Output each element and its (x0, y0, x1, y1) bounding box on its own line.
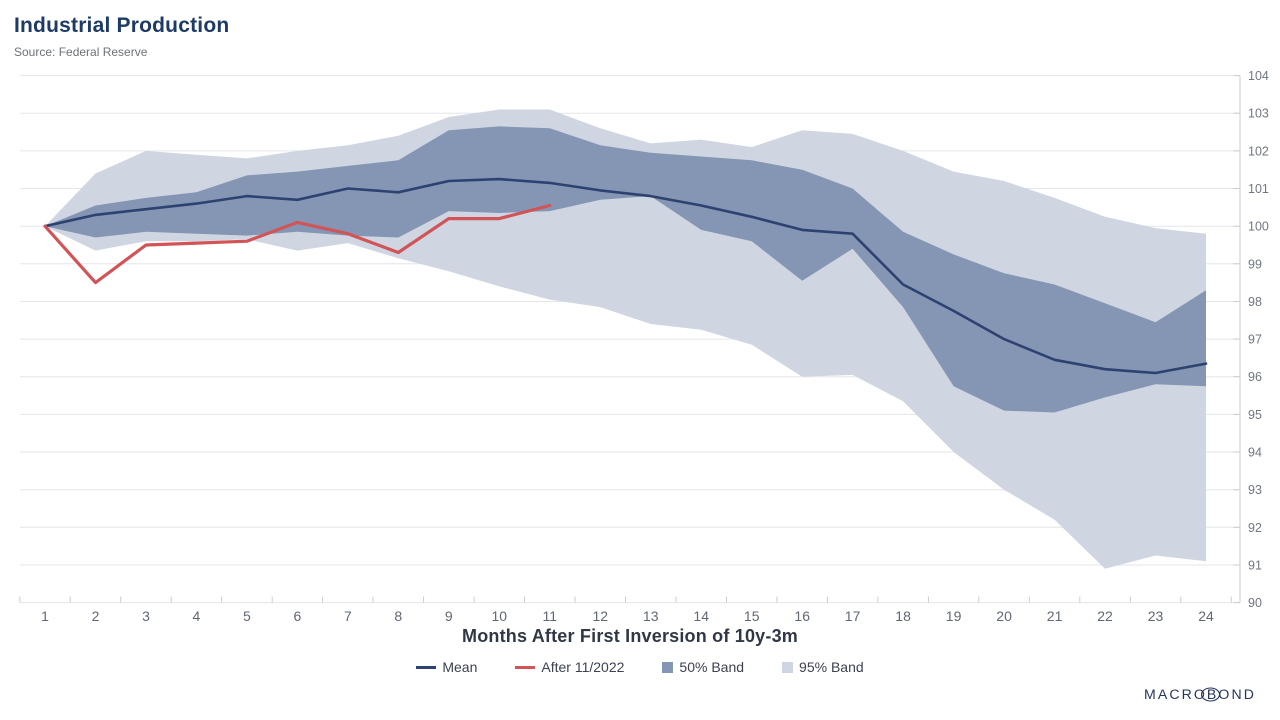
y-axis-tick-label: 99 (1248, 257, 1262, 271)
macrobond-logo: MACROBOND (1144, 687, 1256, 702)
x-axis-tick-label: 23 (1148, 608, 1164, 624)
y-axis-tick-label: 97 (1248, 333, 1262, 347)
x-axis-tick-label: 6 (294, 608, 302, 624)
legend-label: Mean (442, 659, 478, 675)
source-label: Source: Federal Reserve (14, 45, 148, 59)
x-axis-tick-label: 10 (492, 608, 508, 624)
legend-label: After 11/2022 (541, 659, 625, 675)
legend-label: 50% Band (679, 659, 745, 675)
legend-item-after-11-2022: After 11/2022 (515, 659, 624, 675)
y-axis-tick-label: 94 (1248, 446, 1262, 460)
x-axis-tick-label: 12 (593, 608, 609, 624)
x-axis-tick-label: 20 (996, 608, 1012, 624)
x-axis-tick-label: 11 (543, 608, 558, 624)
x-axis-tick-label: 1 (41, 608, 49, 624)
x-axis-tick-label: 13 (643, 608, 659, 624)
legend-item-50-band: 50% Band (662, 659, 744, 675)
legend-item-95-band: 95% Band (782, 659, 864, 675)
x-axis-tick-label: 14 (693, 608, 709, 624)
legend-swatch-icon (515, 665, 536, 669)
x-axis-tick-label: 22 (1097, 608, 1113, 624)
series-band-50-band (45, 126, 1206, 413)
x-axis-tick-label: 4 (193, 608, 201, 624)
x-axis-tick-label: 8 (394, 608, 402, 624)
y-axis-tick-label: 103 (1248, 107, 1269, 121)
x-axis-tick-label: 17 (845, 608, 861, 624)
legend-swatch-icon (416, 665, 437, 669)
x-axis-tick-label: 19 (946, 608, 962, 624)
y-axis-tick-label: 98 (1248, 295, 1262, 309)
x-axis-tick-label: 16 (794, 608, 810, 624)
legend-swatch-icon (782, 661, 794, 673)
x-axis-tick-label: 7 (344, 608, 352, 624)
x-axis-tick-label: 21 (1047, 608, 1063, 624)
y-axis-tick-label: 91 (1248, 559, 1262, 573)
y-axis-tick-label: 100 (1248, 220, 1269, 234)
x-axis-tick-label: 9 (445, 608, 453, 624)
x-axis-tick-label: 15 (744, 608, 760, 624)
legend-item-mean: Mean (416, 659, 477, 675)
logo-text: MACROBOND (1144, 687, 1256, 702)
x-axis-tick-label: 2 (92, 608, 100, 624)
x-axis-tick-label: 18 (895, 608, 911, 624)
y-axis-tick-label: 93 (1248, 483, 1262, 497)
legend-swatch-icon (662, 661, 674, 673)
y-axis-tick-label: 95 (1248, 408, 1262, 422)
series-line-mean (43, 177, 1208, 375)
series-line-after-11-2022 (43, 203, 552, 285)
x-axis-tick-label: 5 (243, 608, 251, 624)
chart-legend: Mean After 11/2022 50% Band 95% Band (0, 659, 1280, 675)
y-axis-tick-label: 104 (1248, 69, 1269, 83)
legend-label: 95% Band (799, 659, 864, 675)
logo-orbit-icon (1200, 687, 1221, 702)
y-axis-tick-label: 102 (1248, 144, 1269, 158)
y-axis-tick-label: 92 (1248, 521, 1262, 535)
page-title: Industrial Production (14, 14, 230, 37)
y-axis-tick-label: 101 (1248, 182, 1269, 196)
x-axis-tick-label: 24 (1198, 608, 1214, 624)
x-axis-tick-label: 3 (142, 608, 150, 624)
y-axis-tick-label: 90 (1248, 596, 1262, 610)
x-axis-title: Months After First Inversion of 10y-3m (462, 626, 798, 646)
y-axis-tick-label: 96 (1248, 370, 1262, 384)
